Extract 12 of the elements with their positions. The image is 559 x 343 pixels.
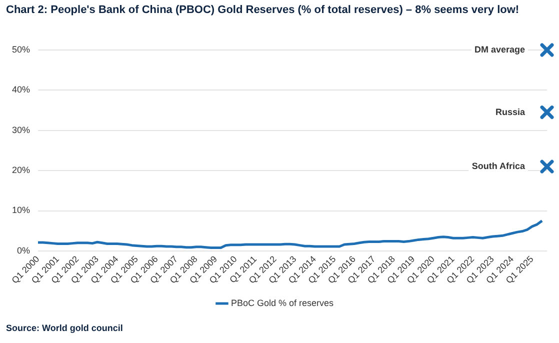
y-tick-label: 10%: [12, 205, 30, 216]
y-tick-label: 20%: [12, 165, 30, 176]
y-tick-label: 0%: [17, 245, 30, 256]
y-tick-label: 30%: [12, 124, 30, 135]
y-tick-label: 40%: [12, 84, 30, 95]
legend-label: PBoC Gold % of reserves: [230, 298, 334, 308]
chart-title: Chart 2: People's Bank of China (PBOC) Gold Reserves (% of total reserves) – 8% seems very low!: [6, 4, 520, 16]
series-label: South Africa: [472, 161, 526, 172]
series-label: Russia: [495, 106, 526, 117]
source-note: Source: World gold council: [6, 323, 123, 333]
y-tick-label: 50%: [12, 44, 30, 54]
series-label: DM average: [474, 44, 525, 54]
